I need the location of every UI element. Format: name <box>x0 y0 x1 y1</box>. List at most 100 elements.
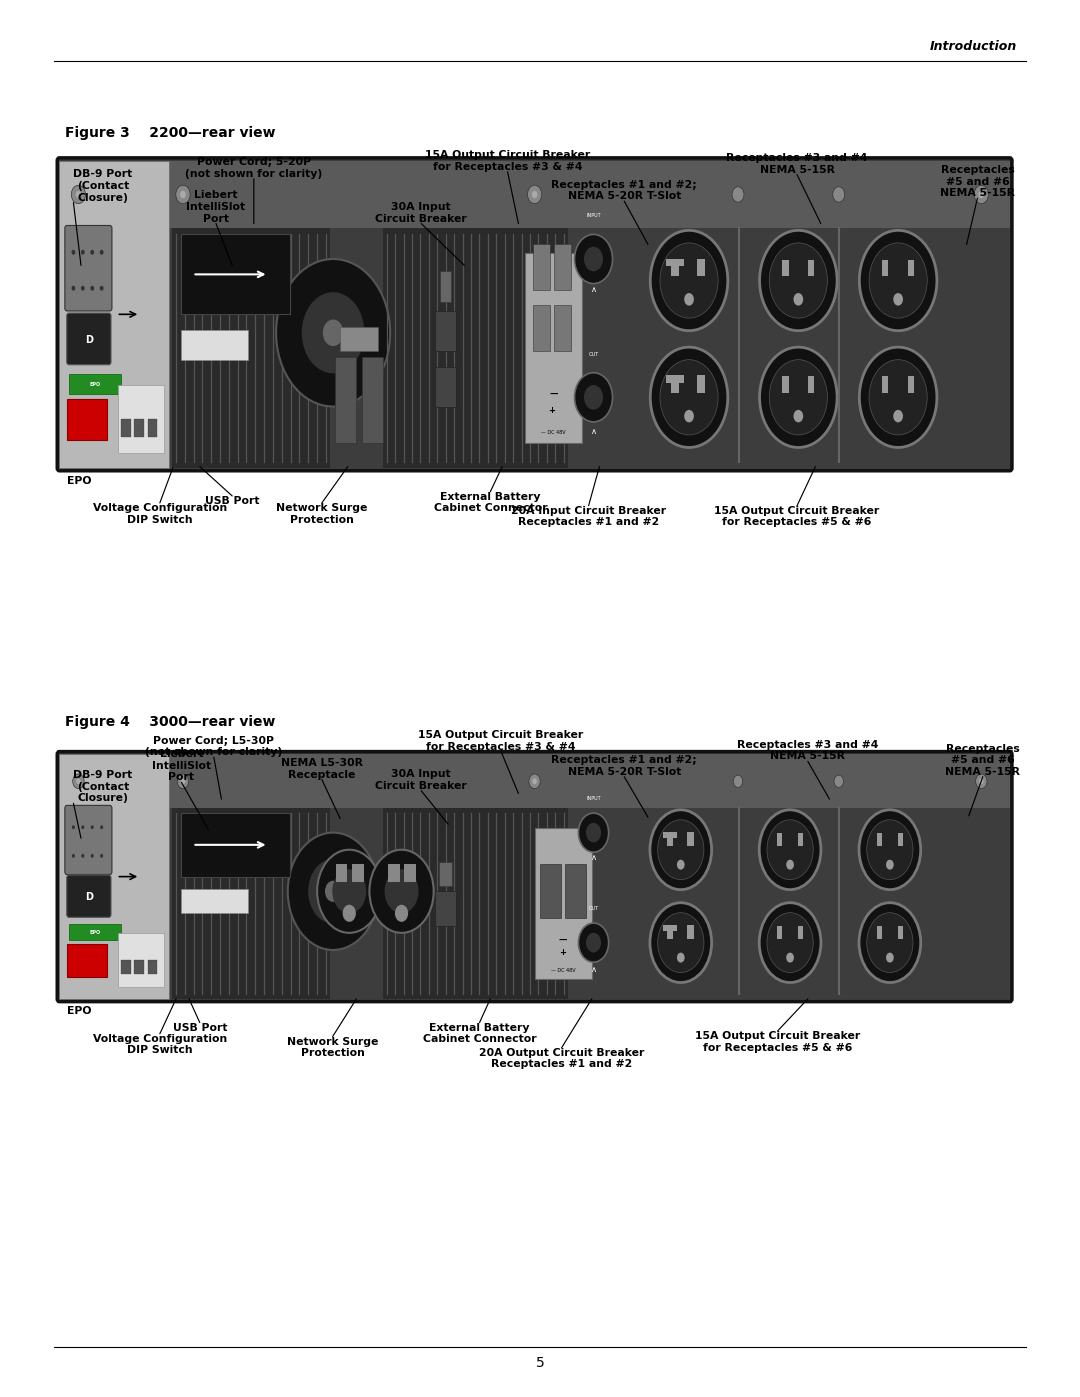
Bar <box>525 253 582 443</box>
Circle shape <box>180 778 186 784</box>
Circle shape <box>333 869 366 914</box>
Circle shape <box>869 243 928 319</box>
Bar <box>352 865 364 882</box>
Circle shape <box>584 386 603 409</box>
Text: 30A Input
Circuit Breaker: 30A Input Circuit Breaker <box>376 770 467 791</box>
Circle shape <box>579 923 609 963</box>
Bar <box>565 865 586 918</box>
Circle shape <box>867 912 913 972</box>
Bar <box>663 925 677 930</box>
Circle shape <box>794 409 804 422</box>
Text: EPO: EPO <box>89 381 100 387</box>
Circle shape <box>529 774 540 788</box>
Text: 5: 5 <box>536 1356 544 1370</box>
Circle shape <box>72 826 75 830</box>
Text: —: — <box>550 390 558 400</box>
Circle shape <box>531 191 538 198</box>
Circle shape <box>660 243 718 319</box>
Bar <box>59 161 168 468</box>
Bar <box>882 376 889 393</box>
Bar <box>435 312 456 351</box>
Bar <box>135 960 144 975</box>
Text: Voltage Configuration
DIP Switch: Voltage Configuration DIP Switch <box>93 503 227 524</box>
Text: Receptacles #1 and #2;
NEMA 5-20R T-Slot: Receptacles #1 and #2; NEMA 5-20R T-Slot <box>552 756 697 777</box>
Circle shape <box>100 826 104 830</box>
Circle shape <box>859 902 921 982</box>
Bar <box>336 865 348 882</box>
Text: External Battery
Cabinet Connector: External Battery Cabinet Connector <box>422 1023 537 1044</box>
Circle shape <box>91 286 94 291</box>
Circle shape <box>276 258 390 407</box>
Bar <box>897 926 903 939</box>
Text: 15A Output Circuit Breaker
for Receptacles #3 & #4: 15A Output Circuit Breaker for Receptacl… <box>424 151 591 172</box>
Text: INPUT: INPUT <box>586 214 600 218</box>
Bar <box>119 933 164 986</box>
Text: Figure 4    3000—rear view: Figure 4 3000—rear view <box>65 715 275 729</box>
Bar <box>382 228 568 468</box>
Circle shape <box>81 826 84 830</box>
Circle shape <box>81 250 84 254</box>
Circle shape <box>99 250 104 254</box>
Text: EPO: EPO <box>89 930 100 935</box>
Text: —: — <box>558 936 567 944</box>
Circle shape <box>586 823 602 842</box>
Bar <box>119 386 164 453</box>
Text: DB-9 Port
(Contact
Closure): DB-9 Port (Contact Closure) <box>73 169 133 203</box>
Text: 15A Output Circuit Breaker
for Receptacles #3 & #4: 15A Output Circuit Breaker for Receptacl… <box>418 731 584 752</box>
Circle shape <box>176 186 190 204</box>
Circle shape <box>369 849 434 933</box>
Circle shape <box>71 250 76 254</box>
Circle shape <box>91 250 94 254</box>
Circle shape <box>759 810 821 890</box>
Text: ∧: ∧ <box>591 285 596 295</box>
FancyBboxPatch shape <box>65 225 112 312</box>
Bar <box>435 891 456 926</box>
Bar <box>808 260 814 277</box>
Text: Introduction: Introduction <box>930 41 1017 53</box>
Circle shape <box>395 905 408 922</box>
Circle shape <box>527 186 542 204</box>
Circle shape <box>91 854 94 858</box>
Bar <box>181 235 291 314</box>
Text: INPUT: INPUT <box>586 796 600 800</box>
Circle shape <box>859 810 921 890</box>
Circle shape <box>759 346 837 447</box>
Bar <box>808 376 814 393</box>
Circle shape <box>586 933 602 953</box>
Circle shape <box>733 775 743 788</box>
Text: OUT: OUT <box>589 352 598 356</box>
Text: ∧: ∧ <box>591 965 596 974</box>
Circle shape <box>860 231 937 331</box>
FancyBboxPatch shape <box>65 805 112 875</box>
Bar <box>59 161 1010 228</box>
Circle shape <box>794 293 804 306</box>
Bar <box>687 925 693 939</box>
Circle shape <box>342 905 356 922</box>
Bar <box>181 813 291 877</box>
Bar <box>782 376 788 393</box>
Circle shape <box>575 235 612 284</box>
Bar <box>532 243 550 289</box>
Bar <box>148 960 158 975</box>
Text: Network Surge
Protection: Network Surge Protection <box>276 503 367 524</box>
Bar <box>697 258 705 277</box>
Circle shape <box>72 854 75 858</box>
Circle shape <box>658 820 704 880</box>
Circle shape <box>325 880 341 902</box>
Bar <box>666 376 685 383</box>
Bar <box>335 358 356 443</box>
Text: Receptacles
#5 and #6
NEMA 5-15R: Receptacles #5 and #6 NEMA 5-15R <box>945 743 1021 777</box>
Circle shape <box>177 774 189 788</box>
Circle shape <box>91 826 94 830</box>
Text: Liebert
IntelliSlot
Port: Liebert IntelliSlot Port <box>152 749 211 782</box>
Circle shape <box>769 243 827 319</box>
Bar <box>778 833 782 847</box>
Bar <box>181 330 247 360</box>
Circle shape <box>677 859 685 870</box>
Circle shape <box>658 912 704 972</box>
Text: EPO: EPO <box>67 476 92 486</box>
Bar <box>67 944 107 977</box>
Circle shape <box>759 902 821 982</box>
Bar <box>67 400 107 440</box>
Text: Power Cord; L5-30P
(not shown for clarity): Power Cord; L5-30P (not shown for clarit… <box>145 736 283 757</box>
